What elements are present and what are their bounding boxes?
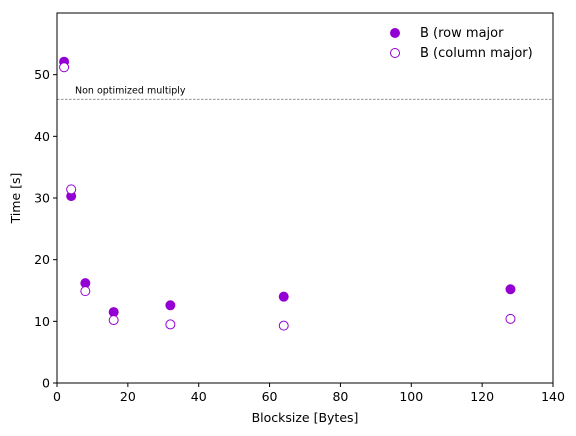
x-tick-label: 0 bbox=[53, 389, 61, 404]
y-tick-label: 0 bbox=[42, 376, 50, 391]
y-axis-label: Time [s] bbox=[8, 173, 23, 225]
x-tick-label: 40 bbox=[191, 389, 207, 404]
legend-label-row-major: B (row major bbox=[420, 26, 504, 41]
y-tick-label: 50 bbox=[34, 67, 50, 82]
x-axis-label: Blocksize [Bytes] bbox=[252, 410, 359, 425]
legend-marker-column-major bbox=[390, 48, 400, 58]
data-point-row-major bbox=[165, 300, 176, 311]
y-tick-label: 20 bbox=[34, 252, 50, 267]
y-tick-label: 10 bbox=[34, 314, 50, 329]
points-layer bbox=[59, 56, 516, 331]
data-point-row-major bbox=[278, 291, 289, 302]
data-point-column-major bbox=[505, 313, 516, 324]
y-tick-label: 40 bbox=[34, 129, 50, 144]
legend: B (row major B (column major) bbox=[390, 26, 533, 61]
data-point-column-major bbox=[80, 286, 91, 297]
y-axis-ticks: 0 10 20 30 40 50 bbox=[34, 67, 57, 391]
x-tick-label: 60 bbox=[262, 389, 278, 404]
x-tick-label: 20 bbox=[120, 389, 136, 404]
reference-line-layer: Non optimized multiply bbox=[57, 85, 553, 100]
reference-line-label: Non optimized multiply bbox=[75, 85, 186, 96]
data-point-column-major bbox=[278, 320, 289, 331]
x-tick-label: 120 bbox=[470, 389, 494, 404]
data-point-row-major bbox=[505, 284, 516, 295]
data-point-column-major bbox=[66, 184, 77, 195]
data-point-column-major bbox=[108, 315, 119, 326]
legend-marker-row-major bbox=[390, 28, 400, 38]
data-point-column-major bbox=[59, 62, 70, 73]
x-tick-label: 80 bbox=[332, 389, 348, 404]
x-tick-label: 140 bbox=[541, 389, 565, 404]
legend-label-column-major: B (column major) bbox=[420, 46, 533, 61]
y-tick-label: 30 bbox=[34, 191, 50, 206]
x-axis-ticks: 0 20 40 60 80 100 120 140 bbox=[53, 383, 565, 404]
data-point-column-major bbox=[165, 319, 176, 330]
x-tick-label: 100 bbox=[399, 389, 423, 404]
plot-area bbox=[57, 13, 553, 383]
